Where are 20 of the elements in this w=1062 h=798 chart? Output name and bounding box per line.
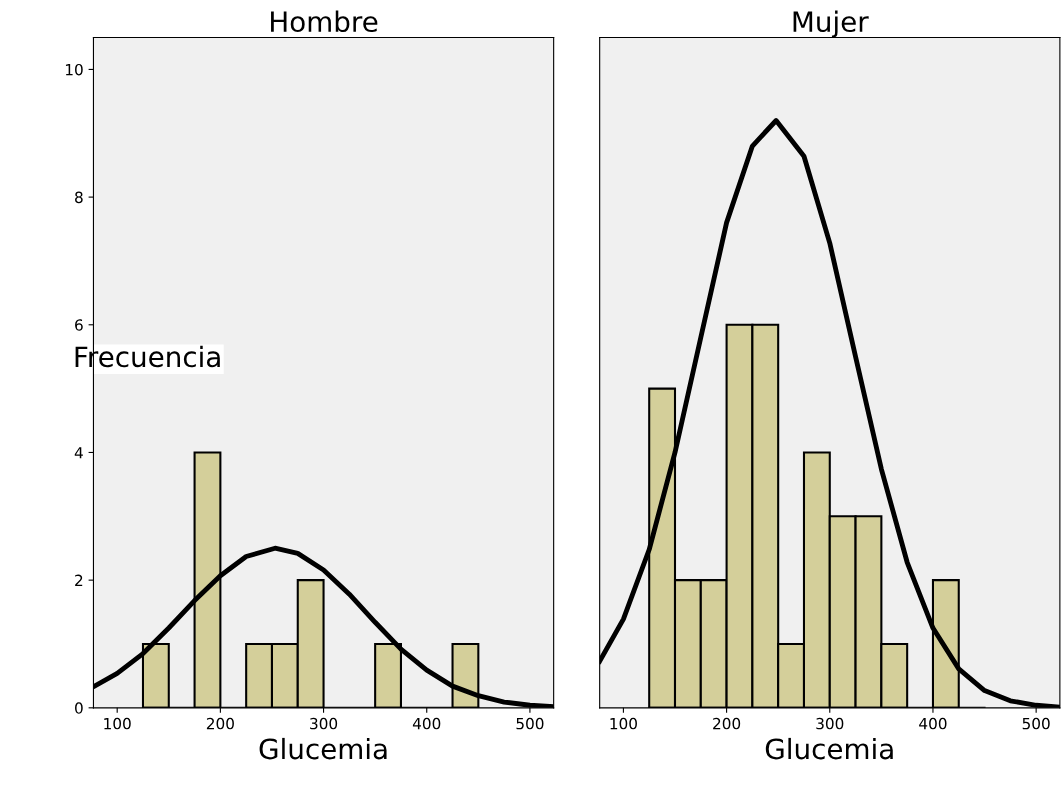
x-tick-label: 500 (516, 717, 544, 730)
x-tick-label: 400 (919, 717, 947, 730)
x-tick-label: 100 (104, 717, 131, 730)
chart-title: Hombre (271, 10, 378, 33)
x-tick-label: 200 (713, 717, 741, 730)
x-tick-label: 200 (206, 717, 234, 730)
y-tick-label: 6 (75, 319, 83, 331)
y-tick-label: 10 (65, 63, 83, 76)
chart-title: Mujer (793, 10, 869, 38)
x-tick-label: 300 (816, 717, 844, 730)
y-tick-label: 2 (75, 574, 83, 586)
x-axis-title: Glucemia (765, 737, 893, 760)
x-tick-label: 300 (310, 717, 338, 730)
x-tick-label: 400 (412, 717, 441, 730)
y-tick-label: 0 (75, 702, 83, 714)
y-tick-label: 8 (75, 191, 83, 204)
x-tick-label: 100 (610, 717, 637, 730)
x-axis-title: Glucemia (259, 737, 387, 760)
x-tick-label: 500 (1022, 717, 1050, 730)
y-tick-label: 4 (74, 447, 83, 459)
